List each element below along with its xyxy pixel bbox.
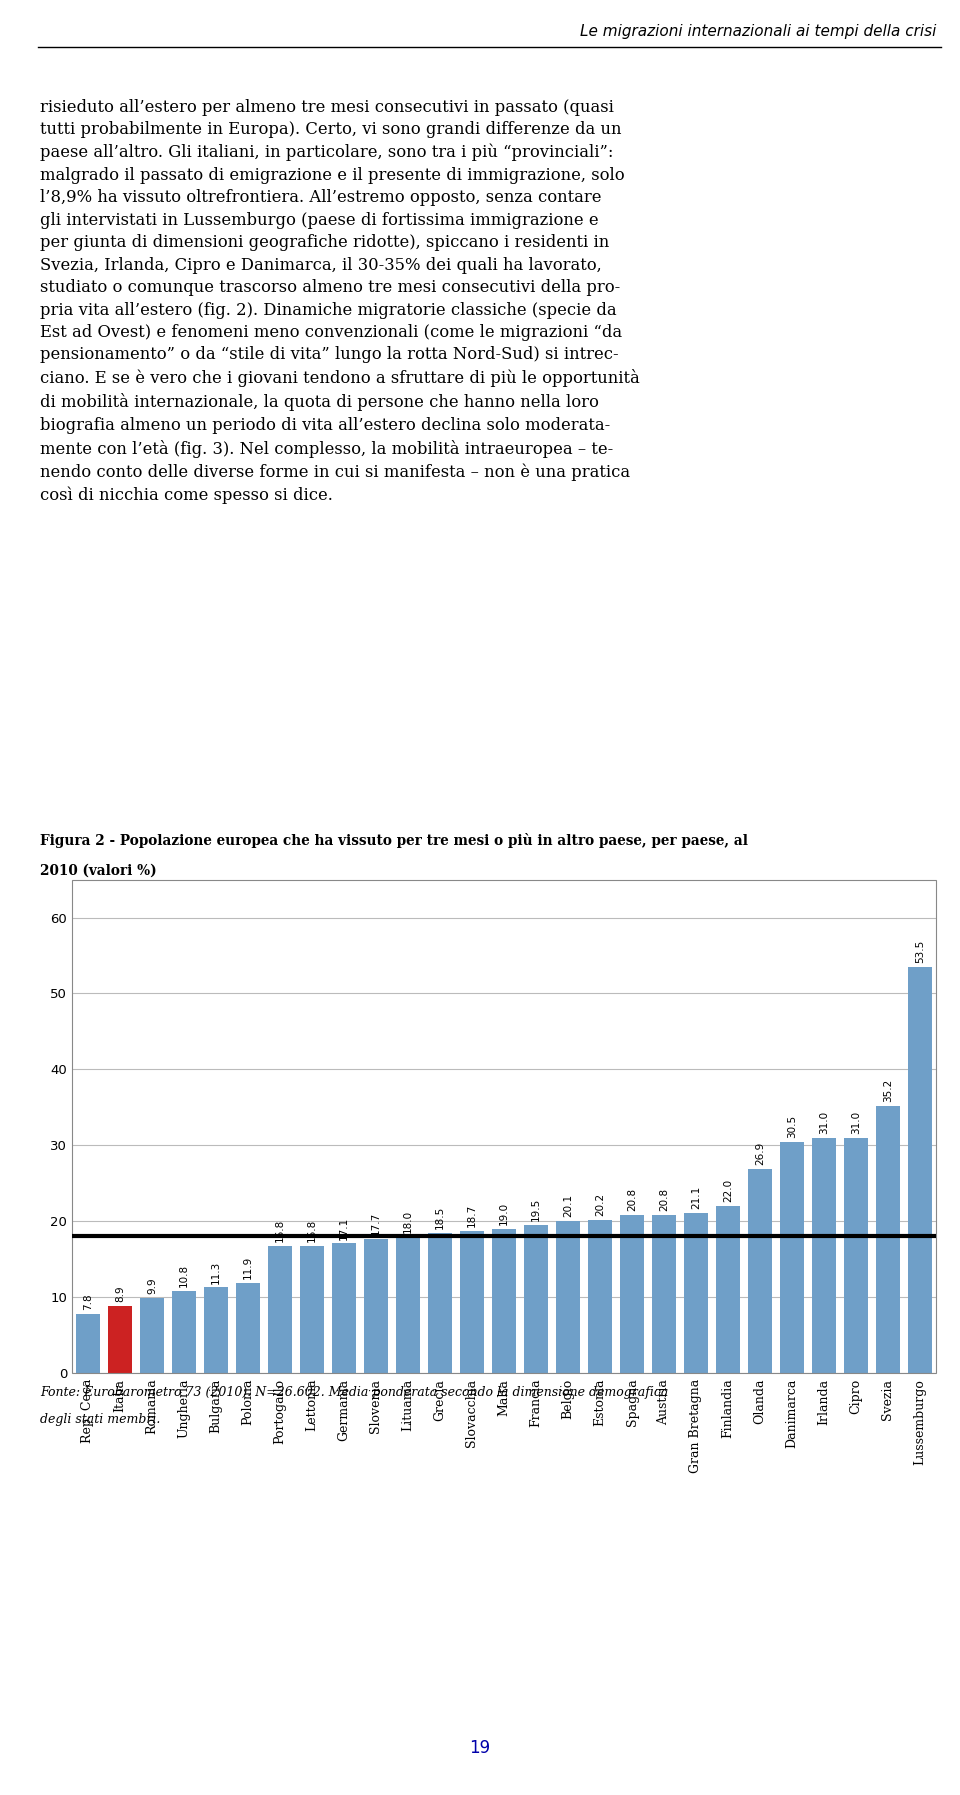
Bar: [364, 1239, 389, 1373]
Text: 26.9: 26.9: [755, 1142, 765, 1165]
Bar: [72, 880, 936, 1373]
Text: 9.9: 9.9: [147, 1278, 157, 1294]
Bar: [172, 1291, 197, 1373]
Text: 19.0: 19.0: [499, 1203, 509, 1224]
Bar: [523, 1224, 548, 1373]
Text: Le migrazioni internazionali ai tempi della crisi: Le migrazioni internazionali ai tempi de…: [580, 25, 936, 39]
Bar: [715, 1206, 740, 1373]
Bar: [907, 968, 932, 1373]
Text: 30.5: 30.5: [787, 1115, 797, 1138]
Bar: [588, 1221, 612, 1373]
Text: 17.7: 17.7: [371, 1212, 381, 1235]
Bar: [76, 1314, 101, 1373]
Text: 53.5: 53.5: [915, 941, 925, 964]
Bar: [492, 1230, 516, 1373]
Bar: [300, 1246, 324, 1373]
Text: 18.5: 18.5: [435, 1206, 445, 1230]
Text: Fonte: Eurobarometro 73 (2010). N=26.602. Media ponderata secondo la dimensione : Fonte: Eurobarometro 73 (2010). N=26.602…: [40, 1386, 669, 1398]
Text: 7.8: 7.8: [83, 1294, 93, 1310]
Text: 18.7: 18.7: [467, 1204, 477, 1228]
Text: 16.8: 16.8: [275, 1219, 285, 1242]
Bar: [748, 1169, 773, 1373]
Bar: [427, 1233, 452, 1373]
Text: 18.0: 18.0: [403, 1210, 413, 1233]
Bar: [331, 1244, 356, 1373]
Text: 19.5: 19.5: [531, 1197, 541, 1221]
Bar: [844, 1138, 869, 1373]
Text: 20.8: 20.8: [627, 1188, 637, 1212]
Text: 20.2: 20.2: [595, 1194, 605, 1215]
Bar: [139, 1298, 164, 1373]
Bar: [619, 1215, 644, 1373]
Text: 17.1: 17.1: [339, 1217, 349, 1240]
Text: 11.9: 11.9: [243, 1256, 253, 1280]
Text: risieduto all’estero per almeno tre mesi consecutivi in passato (quasi
tutti pro: risieduto all’estero per almeno tre mesi…: [40, 99, 640, 504]
Text: 20.8: 20.8: [659, 1188, 669, 1212]
Text: 11.3: 11.3: [211, 1260, 221, 1283]
Bar: [268, 1246, 293, 1373]
Text: 2010 (valori %): 2010 (valori %): [40, 863, 156, 878]
Text: 16.8: 16.8: [307, 1219, 317, 1242]
Bar: [204, 1287, 228, 1373]
Bar: [652, 1215, 677, 1373]
Text: 21.1: 21.1: [691, 1186, 701, 1210]
Bar: [876, 1106, 900, 1373]
Text: 22.0: 22.0: [723, 1179, 733, 1203]
Text: 20.1: 20.1: [563, 1194, 573, 1217]
Bar: [235, 1283, 260, 1373]
Bar: [556, 1221, 581, 1373]
Text: degli stati membri.: degli stati membri.: [40, 1413, 160, 1425]
Text: 19: 19: [469, 1739, 491, 1757]
Text: 35.2: 35.2: [883, 1079, 893, 1102]
Bar: [780, 1142, 804, 1373]
Text: Figura 2 - Popolazione europea che ha vissuto per tre mesi o più in altro paese,: Figura 2 - Popolazione europea che ha vi…: [40, 833, 749, 847]
Bar: [811, 1138, 836, 1373]
Text: 8.9: 8.9: [115, 1285, 125, 1301]
Bar: [108, 1305, 132, 1373]
Bar: [460, 1231, 485, 1373]
Text: 31.0: 31.0: [851, 1111, 861, 1134]
Bar: [684, 1213, 708, 1373]
Text: 31.0: 31.0: [819, 1111, 829, 1134]
Text: 10.8: 10.8: [179, 1264, 189, 1287]
Bar: [396, 1237, 420, 1373]
